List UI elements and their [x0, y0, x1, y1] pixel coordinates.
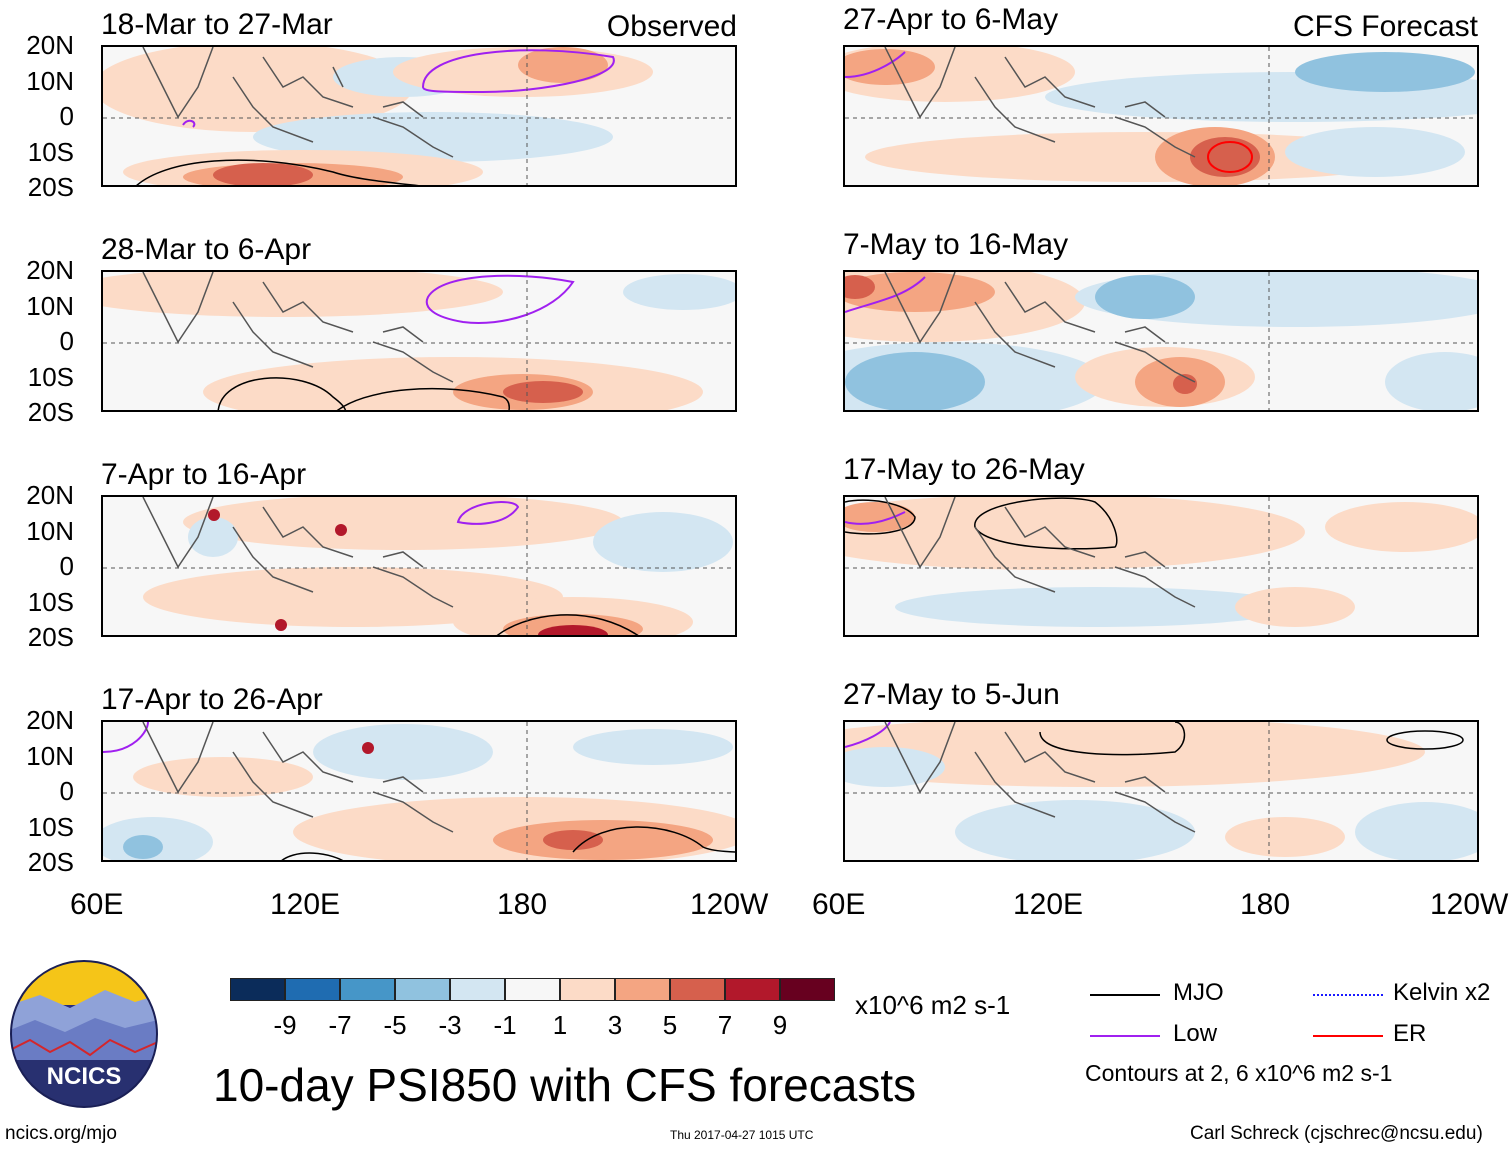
map-panel — [843, 45, 1479, 187]
colorbar-units: x10^6 m2 s-1 — [855, 990, 1011, 1020]
colorbar-tick: 1 — [552, 1010, 568, 1040]
colorbar-swatch — [230, 978, 285, 1001]
panel-title: 7-May to 16-May — [843, 228, 1069, 261]
lat-label: 10S — [27, 812, 74, 842]
colorbar-tick: -7 — [328, 1010, 352, 1040]
lon-label: 120W — [1430, 888, 1509, 921]
lat-label: 20N — [26, 480, 74, 510]
lat-label: 10N — [26, 291, 74, 321]
lat-label: 20S — [27, 397, 74, 427]
footer-credit: Carl Schreck (cjschrec@ncsu.edu) — [1190, 1123, 1483, 1144]
colorbar-swatch — [560, 978, 615, 1001]
ncics-logo[interactable]: NCICS — [10, 960, 158, 1108]
map-panel — [101, 45, 737, 187]
colorbar-tick: 3 — [607, 1010, 623, 1040]
lon-label: 60E — [70, 888, 124, 921]
panel-title: 17-May to 26-May — [843, 453, 1085, 486]
forecast-label: CFS Forecast — [1292, 10, 1478, 43]
lon-label: 60E — [812, 888, 866, 921]
colorbar-swatch — [670, 978, 725, 1001]
lon-label: 120E — [1013, 888, 1084, 921]
lat-label: 10N — [26, 66, 74, 96]
lon-label: 120W — [690, 888, 769, 921]
lat-label: 10S — [27, 137, 74, 167]
legend-label: Low — [1173, 1020, 1218, 1047]
lon-label: 180 — [497, 888, 548, 921]
panel-title: 27-Apr to 6-May — [843, 3, 1059, 36]
colorbar-tick: -5 — [383, 1010, 407, 1040]
colorbar-swatch — [395, 978, 450, 1001]
map-panel — [843, 270, 1479, 412]
map-panel — [101, 495, 737, 637]
panel-title: 17-Apr to 26-Apr — [101, 683, 323, 716]
panel-title: 7-Apr to 16-Apr — [101, 458, 307, 491]
panel-title: 28-Mar to 6-Apr — [101, 233, 312, 266]
legend-label: Kelvin x2 — [1393, 979, 1491, 1006]
colorbar-swatch — [615, 978, 670, 1001]
lon-label: 120E — [270, 888, 341, 921]
footer-timestamp: Thu 2017-04-27 1015 UTC — [670, 1128, 814, 1142]
panel-title: 18-Mar to 27-Mar — [101, 8, 333, 41]
colorbar-tick: -3 — [438, 1010, 462, 1040]
map-panel — [101, 720, 737, 862]
lat-label: 0 — [59, 326, 74, 356]
lat-label: 10N — [26, 516, 74, 546]
lat-label: 20N — [26, 30, 74, 60]
lat-label: 20S — [27, 847, 74, 877]
colorbar-tick: -9 — [273, 1010, 297, 1040]
main-title: 10-day PSI850 with CFS forecasts — [213, 1059, 917, 1111]
colorbar-swatch — [505, 978, 560, 1001]
colorbar-swatch — [285, 978, 340, 1001]
lat-label: 10N — [26, 741, 74, 771]
colorbar-tick: 7 — [717, 1010, 733, 1040]
legend-line-er — [1313, 1035, 1383, 1037]
lat-label: 0 — [59, 776, 74, 806]
lat-label: 20N — [26, 255, 74, 285]
colorbar-tick: 5 — [662, 1010, 678, 1040]
lat-label: 0 — [59, 551, 74, 581]
map-panel — [843, 495, 1479, 637]
lat-label: 20S — [27, 622, 74, 652]
lat-label: 10S — [27, 362, 74, 392]
lat-label: 0 — [59, 101, 74, 131]
legend-line-mjo — [1090, 994, 1160, 996]
legend-label: ER — [1393, 1020, 1427, 1047]
colorbar-tick: -1 — [493, 1010, 517, 1040]
legend-label: MJO — [1173, 979, 1224, 1006]
map-panel — [843, 720, 1479, 862]
legend-line-low — [1090, 1035, 1160, 1037]
colorbar-swatch — [450, 978, 505, 1001]
lat-label: 10S — [27, 587, 74, 617]
lon-label: 180 — [1240, 888, 1291, 921]
colorbar-swatch — [340, 978, 395, 1001]
panel-title: 27-May to 5-Jun — [843, 678, 1060, 711]
lat-label: 20S — [27, 172, 74, 202]
colorbar-tick: 9 — [772, 1010, 788, 1040]
colorbar-swatch — [725, 978, 780, 1001]
colorbar-swatch — [780, 978, 835, 1001]
observed-label: Observed — [606, 10, 737, 43]
footer-url[interactable]: ncics.org/mjo — [5, 1123, 117, 1144]
logo-text: NCICS — [47, 1063, 122, 1090]
legend-line-kelvin — [1313, 994, 1383, 996]
lat-label: 20N — [26, 705, 74, 735]
map-panel — [101, 270, 737, 412]
legend-note: Contours at 2, 6 x10^6 m2 s-1 — [1085, 1060, 1393, 1086]
